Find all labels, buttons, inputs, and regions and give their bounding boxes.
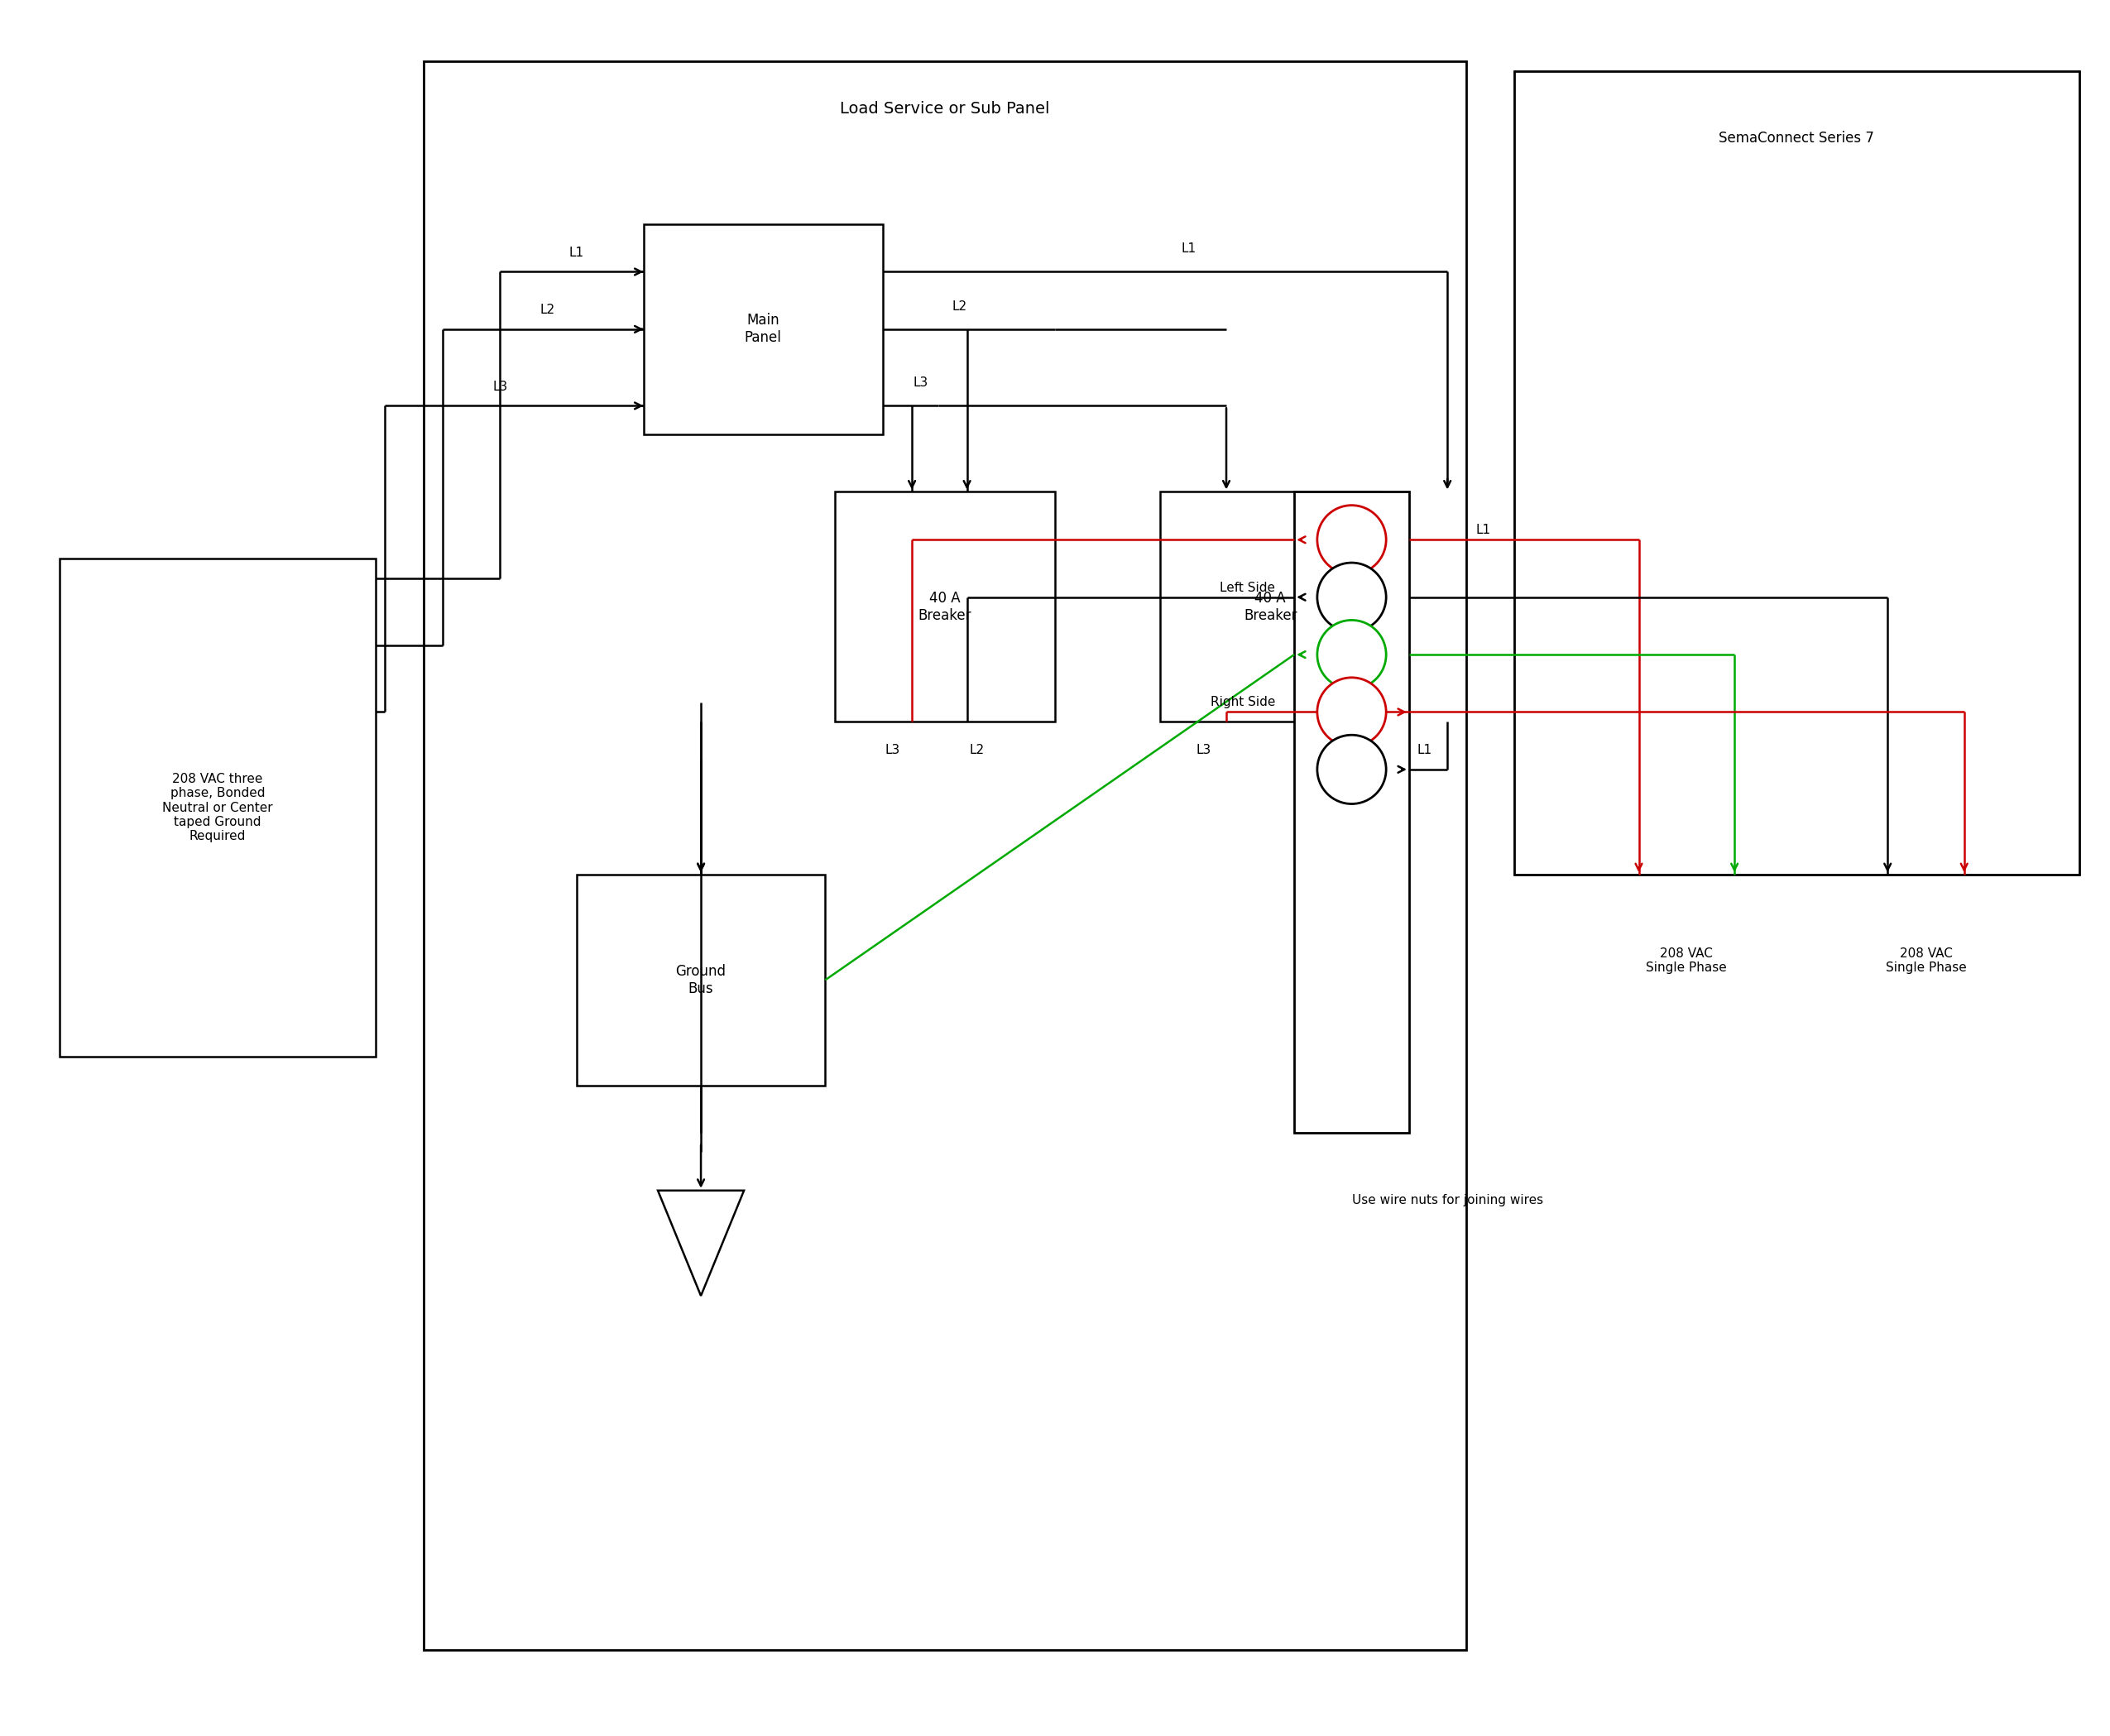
Bar <box>1160 491 1380 722</box>
Polygon shape <box>658 1191 745 1295</box>
Text: L2: L2 <box>952 300 966 312</box>
Bar <box>1293 491 1409 1134</box>
Text: L2: L2 <box>540 304 555 316</box>
Text: Main
Panel: Main Panel <box>745 312 781 345</box>
Text: 208 VAC three
phase, Bonded
Neutral or Center
taped Ground
Required: 208 VAC three phase, Bonded Neutral or C… <box>162 773 272 842</box>
Bar <box>424 61 1466 1649</box>
Text: L1: L1 <box>1418 745 1433 757</box>
Text: 40 A
Breaker: 40 A Breaker <box>918 590 971 623</box>
Text: Right Side: Right Side <box>1211 696 1274 708</box>
Bar <box>836 491 1055 722</box>
Text: Left Side: Left Side <box>1220 582 1274 594</box>
Text: 208 VAC
Single Phase: 208 VAC Single Phase <box>1886 948 1967 974</box>
Text: L3: L3 <box>914 377 928 389</box>
Circle shape <box>1317 677 1386 746</box>
Bar <box>644 224 882 434</box>
Text: 40 A
Breaker: 40 A Breaker <box>1243 590 1298 623</box>
Text: Use wire nuts for joining wires: Use wire nuts for joining wires <box>1353 1194 1542 1207</box>
Text: L3: L3 <box>1196 745 1211 757</box>
Text: L3: L3 <box>886 745 901 757</box>
Circle shape <box>1317 734 1386 804</box>
Text: Load Service or Sub Panel: Load Service or Sub Panel <box>840 101 1051 116</box>
Text: L1: L1 <box>1182 243 1196 255</box>
Text: L2: L2 <box>968 745 983 757</box>
Circle shape <box>1317 505 1386 575</box>
Text: L3: L3 <box>492 380 509 392</box>
Bar <box>1515 71 2078 875</box>
Bar <box>576 875 825 1085</box>
Text: Ground
Bus: Ground Bus <box>675 963 726 996</box>
Circle shape <box>1317 620 1386 689</box>
Text: SemaConnect Series 7: SemaConnect Series 7 <box>1720 130 1874 146</box>
Text: L1: L1 <box>1477 524 1492 536</box>
Text: 208 VAC
Single Phase: 208 VAC Single Phase <box>1646 948 1728 974</box>
Text: L1: L1 <box>570 247 584 259</box>
Bar <box>59 559 376 1057</box>
Circle shape <box>1317 562 1386 632</box>
